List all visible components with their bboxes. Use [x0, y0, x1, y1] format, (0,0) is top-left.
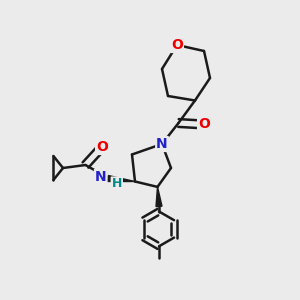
Text: O: O: [171, 38, 183, 52]
Polygon shape: [156, 187, 162, 207]
Text: O: O: [96, 140, 108, 154]
Text: N: N: [95, 170, 106, 184]
Text: O: O: [198, 118, 210, 131]
Text: N: N: [156, 137, 168, 151]
Polygon shape: [108, 176, 135, 182]
Text: H: H: [112, 177, 122, 190]
